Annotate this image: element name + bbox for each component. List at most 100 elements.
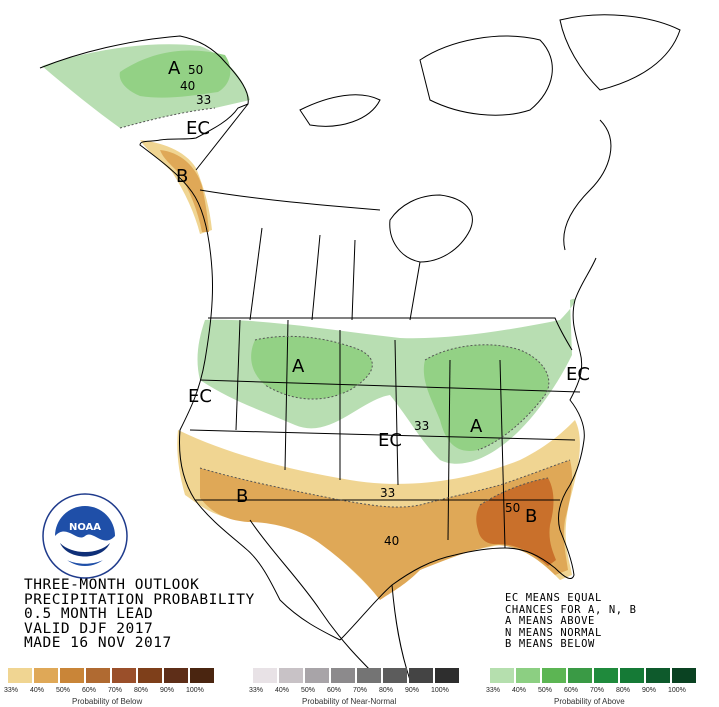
state-border-8	[189, 429, 576, 441]
title-line-5: MADE 16 NOV 2017	[24, 635, 172, 651]
normal-tick-3: 50%	[301, 687, 316, 694]
normal-swatch-2	[279, 668, 303, 683]
territories-border	[199, 189, 381, 211]
contour-ohio-40	[424, 344, 550, 451]
below-scale	[8, 668, 216, 686]
below-tick-6: 80%	[134, 687, 149, 694]
above-scale-ticks: 33% 40% 50% 60% 70% 80% 90% 100%	[486, 687, 694, 694]
label-canada-ec: EC	[186, 118, 210, 139]
above-swatch-1	[490, 668, 514, 683]
below-tick-1: 33%	[4, 687, 19, 694]
above-swatch-2	[516, 668, 540, 683]
label-alaska-a: A	[168, 58, 181, 79]
above-tick-4: 60%	[564, 687, 579, 694]
state-border-7	[199, 379, 581, 393]
title-line-2: PRECIPITATION PROBABILITY	[24, 591, 255, 608]
normal-scale-title: Probability of Near-Normal	[302, 697, 397, 706]
normal-swatch-4	[331, 668, 355, 683]
north-above-40	[251, 336, 373, 400]
pacific-coastline	[39, 35, 341, 641]
above-tick-5: 70%	[590, 687, 605, 694]
province-border-3	[351, 239, 356, 321]
map-title-block: THREE-MONTH OUTLOOK PRECIPITATION PROBAB…	[24, 578, 255, 651]
below-swatch-5	[112, 668, 136, 683]
state-border-2	[284, 319, 289, 471]
title-line-4: VALID DJF 2017	[24, 620, 154, 637]
above-tick-2: 40%	[512, 687, 527, 694]
state-border-4	[394, 339, 399, 486]
contour-lines	[119, 107, 571, 508]
contour-north-40	[254, 335, 373, 400]
label-alaska-33: 33	[196, 93, 211, 107]
below-tick-2: 40%	[30, 687, 45, 694]
above-swatch-4	[568, 668, 592, 683]
state-border-5	[447, 359, 451, 541]
above-tick-6: 80%	[616, 687, 631, 694]
contour-se-50	[479, 477, 549, 506]
label-northeast-ec: EC	[566, 364, 590, 385]
normal-tick-5: 70%	[353, 687, 368, 694]
above-tick-8: 100%	[668, 687, 686, 694]
label-alaska-50: 50	[188, 63, 203, 77]
normal-tick-8: 100%	[431, 687, 449, 694]
pnw-below-33	[140, 140, 212, 234]
pnw-below-40	[160, 150, 209, 232]
normal-swatch-6	[383, 668, 407, 683]
label-sw-b: B	[236, 486, 248, 507]
below-swatch-1	[8, 668, 32, 683]
noaa-logo: NOAA	[42, 493, 128, 579]
note-line-5: B MEANS BELOW	[505, 638, 595, 650]
label-central-33: 33	[414, 419, 429, 433]
normal-tick-7: 90%	[405, 687, 420, 694]
contour-south-40	[199, 459, 571, 508]
above-swatch-8	[672, 668, 696, 683]
note-line-1: EC MEANS EQUAL	[505, 592, 602, 604]
note-line-4: N MEANS NORMAL	[505, 626, 602, 639]
above-swatch-3	[542, 668, 566, 683]
label-sw-33: 33	[380, 486, 395, 500]
arctic-islands	[299, 14, 681, 127]
below-tick-4: 60%	[82, 687, 97, 694]
below-tick-8: 100%	[186, 687, 204, 694]
below-swatch-7	[164, 668, 188, 683]
province-border-2	[311, 234, 321, 321]
title-line-3: 0.5 MONTH LEAD	[24, 606, 154, 622]
above-swatch-5	[594, 668, 618, 683]
label-alaska-40: 40	[180, 79, 195, 93]
above-scale	[490, 668, 698, 686]
below-swatch-8	[190, 668, 214, 683]
alaska-above-40	[119, 50, 231, 98]
hudson-bay	[389, 194, 473, 263]
note-line-2: CHANCES FOR A, N, B	[505, 603, 637, 616]
province-border-4	[409, 261, 421, 321]
label-se-b: B	[525, 506, 537, 527]
title-line-1: THREE-MONTH OUTLOOK	[24, 577, 200, 593]
state-border-6	[499, 359, 506, 549]
below-swatch-4	[86, 668, 110, 683]
label-north-a: A	[292, 356, 305, 377]
contour-alaska-33	[119, 107, 216, 129]
mexico-outline	[249, 519, 411, 681]
below-scale-title: Probability of Below	[72, 697, 143, 706]
label-central-ec: EC	[378, 430, 402, 451]
above-tick-1: 33%	[486, 687, 501, 694]
gulf-atlantic-coastline	[339, 257, 597, 641]
normal-tick-1: 33%	[249, 687, 264, 694]
normal-swatch-7	[409, 668, 433, 683]
south-below-40	[200, 460, 573, 600]
below-tick-5: 70%	[108, 687, 123, 694]
normal-swatch-5	[357, 668, 381, 683]
below-swatch-6	[138, 668, 162, 683]
above-tick-3: 50%	[538, 687, 553, 694]
below-swatch-2	[34, 668, 58, 683]
normal-swatch-8	[435, 668, 459, 683]
label-gulf-40: 40	[384, 534, 399, 548]
canada-us-border	[208, 317, 573, 351]
normal-swatch-3	[305, 668, 329, 683]
greenland-coast	[563, 119, 612, 251]
map-outlines	[39, 14, 681, 681]
label-se-50: 50	[505, 501, 520, 515]
province-border-1	[249, 227, 263, 321]
label-ohio-a: A	[470, 416, 483, 437]
